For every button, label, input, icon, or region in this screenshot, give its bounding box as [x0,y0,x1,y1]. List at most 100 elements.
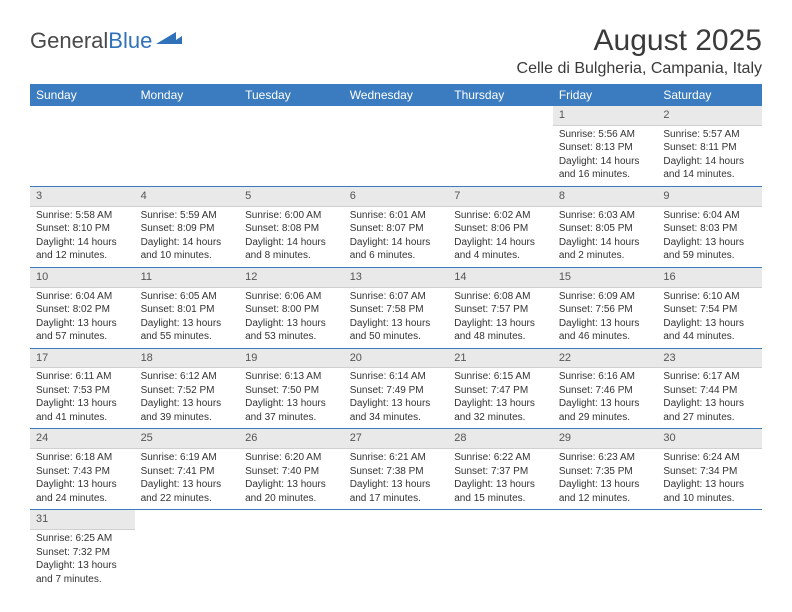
daylight-line: Daylight: 13 hours and 10 minutes. [663,478,756,505]
calendar-week-row: 31Sunrise: 6:25 AMSunset: 7:32 PMDayligh… [30,510,762,590]
sunset-line: Sunset: 8:07 PM [350,222,443,236]
day-number: 21 [448,349,553,369]
sunrise-line: Sunrise: 5:56 AM [559,128,652,142]
calendar-day-cell: 24Sunrise: 6:18 AMSunset: 7:43 PMDayligh… [30,429,135,510]
calendar-day-cell: 12Sunrise: 6:06 AMSunset: 8:00 PMDayligh… [239,267,344,348]
sunrise-line: Sunrise: 6:12 AM [141,370,234,384]
location-label: Celle di Bulgheria, Campania, Italy [517,60,762,78]
calendar-table: SundayMondayTuesdayWednesdayThursdayFrid… [30,84,762,590]
weekday-header: Tuesday [239,84,344,106]
day-number: 25 [135,429,240,449]
sunrise-line: Sunrise: 6:04 AM [36,290,129,304]
sunset-line: Sunset: 7:32 PM [36,546,129,560]
calendar-day-cell: 5Sunrise: 6:00 AMSunset: 8:08 PMDaylight… [239,186,344,267]
sunset-line: Sunset: 8:02 PM [36,303,129,317]
calendar-week-row: 3Sunrise: 5:58 AMSunset: 8:10 PMDaylight… [30,186,762,267]
sunset-line: Sunset: 7:43 PM [36,465,129,479]
sunset-line: Sunset: 7:58 PM [350,303,443,317]
sunrise-line: Sunrise: 6:18 AM [36,451,129,465]
daylight-line: Daylight: 13 hours and 34 minutes. [350,397,443,424]
sunset-line: Sunset: 8:03 PM [663,222,756,236]
calendar-week-row: 24 Sunrise: 6:18 AMSunset: 7:43 PM Dayligh… [30,429,762,510]
day-number: 4 [135,187,240,207]
sunrise-line: Sunrise: 6:06 AM [245,290,338,304]
calendar-empty-cell [135,510,240,590]
day-number: 5 [239,187,344,207]
day-number: 2 [657,106,762,126]
sunrise-line: Sunrise: 6:21 AM [350,451,443,465]
calendar-day-cell: 16 Sunrise: 6:10 AMSunset: 7:54 PMDayligh… [657,267,762,348]
calendar-empty-cell [657,510,762,590]
daylight-line: Daylight: 13 hours and 17 minutes. [350,478,443,505]
daylight-line: Daylight: 13 hours and 20 minutes. [245,478,338,505]
calendar-day-cell: 2Sunrise: 5:57 AMSunset: 8:11 PMDaylight… [657,106,762,186]
day-number: 24 [30,429,135,449]
daylight-line: Daylight: 14 hours and 10 minutes. [141,236,234,263]
calendar-empty-cell [344,510,449,590]
day-number: 15 [553,268,658,288]
daylight-line: Daylight: 13 hours and 46 minutes. [559,317,652,344]
sunrise-line: Sunrise: 6:03 AM [559,209,652,223]
sunrise-line: Sunrise: 6:17 AM [663,370,756,384]
sunrise-line: Sunrise: 6:10 AM [663,290,756,304]
calendar-day-cell: 1Sunrise: 5:56 AMSunset: 8:13 PMDaylight… [553,106,658,186]
calendar-day-cell: 21Sunrise: 6:15 AMSunset: 7:47 PMDayligh… [448,348,553,429]
calendar-day-cell: 20Sunrise: 6:14 AMSunset: 7:49 PMDayligh… [344,348,449,429]
calendar-day-cell: 6Sunrise: 6:01 AMSunset: 8:07 PMDaylight… [344,186,449,267]
calendar-day-cell: 8Sunrise: 6:03 AMSunset: 8:05 PMDaylight… [553,186,658,267]
calendar-day-cell: 9Sunrise: 6:04 AMSunset: 8:03 PMDaylight… [657,186,762,267]
day-number: 10 [30,268,135,288]
sunrise-line: Sunrise: 6:01 AM [350,209,443,223]
calendar-day-cell: 25Sunrise: 6:19 AMSunset: 7:41 PMDayligh… [135,429,240,510]
weekday-header: Wednesday [344,84,449,106]
calendar-day-cell: 27Sunrise: 6:21 AMSunset: 7:38 PMDayligh… [344,429,449,510]
calendar-day-cell: 28Sunrise: 6:22 AMSunset: 7:37 PMDayligh… [448,429,553,510]
weekday-header: Friday [553,84,658,106]
calendar-week-row: 10 Sunrise: 6:04 AMSunset: 8:02 PM Dayligh… [30,267,762,348]
sunset-line: Sunset: 7:54 PM [663,303,756,317]
sunset-line: Sunset: 7:37 PM [454,465,547,479]
calendar-day-cell: 23Sunrise: 6:17 AMSunset: 7:44 PMDayligh… [657,348,762,429]
calendar-empty-cell [553,510,658,590]
sunset-line: Sunset: 7:52 PM [141,384,234,398]
calendar-day-cell: 26Sunrise: 6:20 AMSunset: 7:40 PMDayligh… [239,429,344,510]
sunrise-line: Sunrise: 6:09 AM [559,290,652,304]
daylight-line: Daylight: 13 hours and 29 minutes. [559,397,652,424]
sunrise-line: Sunrise: 6:02 AM [454,209,547,223]
calendar-day-cell: 14 Sunrise: 6:08 AMSunset: 7:57 PMDayligh… [448,267,553,348]
day-number: 22 [553,349,658,369]
daylight-line: Daylight: 13 hours and 39 minutes. [141,397,234,424]
sunrise-line: Sunrise: 6:07 AM [350,290,443,304]
daylight-line: Daylight: 13 hours and 48 minutes. [454,317,547,344]
calendar-day-cell: 10Sunrise: 6:04 AMSunset: 8:02 PMDayligh… [30,267,135,348]
daylight-line: Daylight: 13 hours and 44 minutes. [663,317,756,344]
calendar-week-row: 1Sunrise: 5:56 AMSunset: 8:13 PMDaylight… [30,106,762,186]
sunset-line: Sunset: 7:49 PM [350,384,443,398]
sunset-line: Sunset: 8:05 PM [559,222,652,236]
calendar-day-cell: 11Sunrise: 6:05 AMSunset: 8:01 PMDayligh… [135,267,240,348]
daylight-line: Daylight: 13 hours and 50 minutes. [350,317,443,344]
logo: GeneralBlue [30,28,182,54]
day-number: 23 [657,349,762,369]
day-number: 20 [344,349,449,369]
day-number: 16 [657,268,762,288]
sunrise-line: Sunrise: 6:08 AM [454,290,547,304]
sunset-line: Sunset: 7:57 PM [454,303,547,317]
daylight-line: Daylight: 13 hours and 12 minutes. [559,478,652,505]
sunset-line: Sunset: 7:56 PM [559,303,652,317]
day-number: 1 [553,106,658,126]
daylight-line: Daylight: 13 hours and 22 minutes. [141,478,234,505]
sunset-line: Sunset: 7:38 PM [350,465,443,479]
day-number: 31 [30,510,135,530]
sunrise-line: Sunrise: 6:16 AM [559,370,652,384]
calendar-day-cell: 17Sunrise: 6:11 AMSunset: 7:53 PMDayligh… [30,348,135,429]
day-number: 8 [553,187,658,207]
sunrise-line: Sunrise: 6:20 AM [245,451,338,465]
sunset-line: Sunset: 7:40 PM [245,465,338,479]
daylight-line: Daylight: 14 hours and 6 minutes. [350,236,443,263]
calendar-empty-cell [448,106,553,186]
day-number: 14 [448,268,553,288]
daylight-line: Daylight: 13 hours and 53 minutes. [245,317,338,344]
calendar-day-cell: 7Sunrise: 6:02 AMSunset: 8:06 PMDaylight… [448,186,553,267]
page-title: August 2025 [517,24,762,58]
